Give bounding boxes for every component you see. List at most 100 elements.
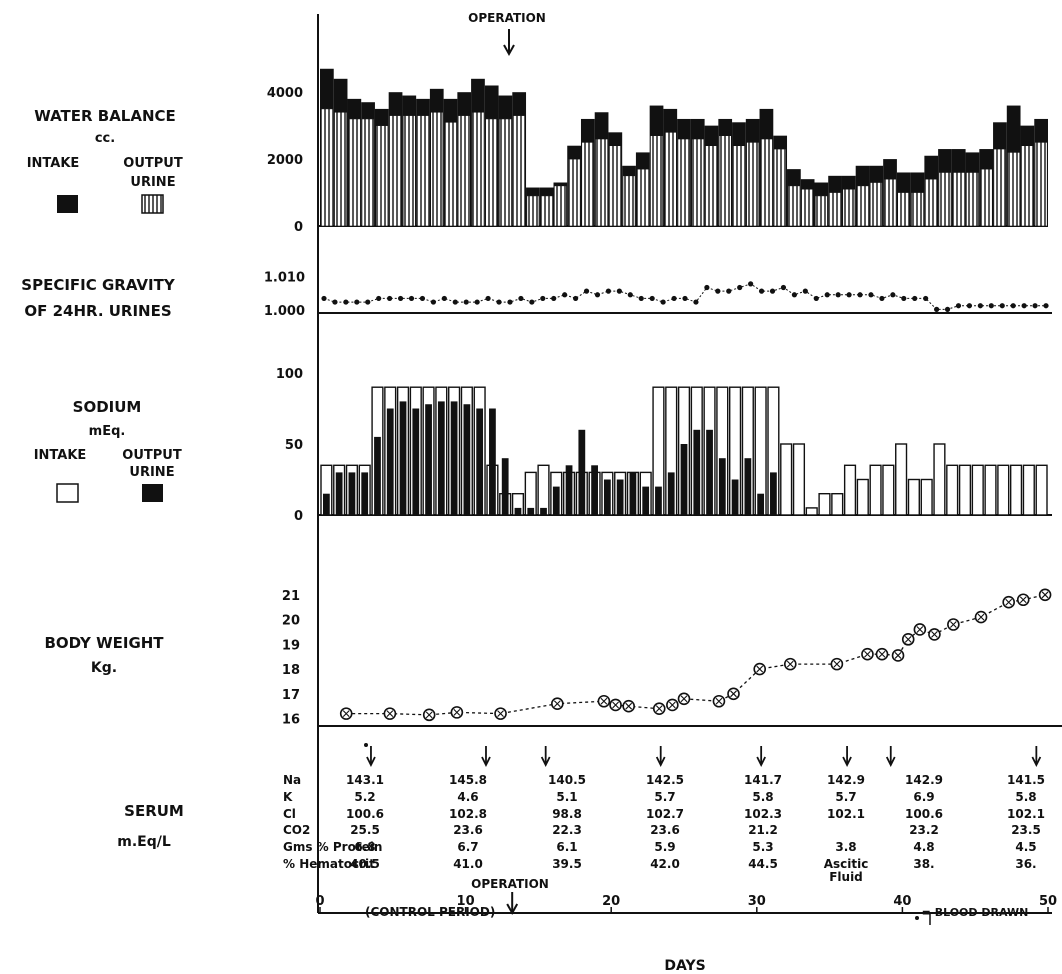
water-urine-bar [801,188,814,227]
sodium-urine-bar [374,436,381,515]
sg-point [616,288,622,294]
water-urine-bar [773,148,787,227]
sg-point [605,288,612,294]
weight-ytick-label: 19 [282,638,300,653]
weight-point-cross [342,710,350,718]
water-urine-bar [732,145,746,227]
sodium-intake-bar [818,493,831,516]
water-urine-bar [1034,142,1048,227]
water-urine-bar [911,192,924,227]
sodium-intake-swatch [56,483,79,503]
weight-point-cross [949,621,957,628]
water-urine-bar [402,115,416,227]
weight-point-cross [931,631,938,638]
blood-legend-dot [915,916,919,920]
sg-point [824,292,830,298]
water-urine-bar [485,118,499,227]
sg-title-1: SPECIFIC GRAVITY [21,276,176,294]
serum-cell: 102.1 [1007,807,1045,821]
sg-point [923,295,929,302]
water-urine-bar [444,121,457,227]
water-urine-bar [581,142,595,227]
serum-cell: 23.6 [650,823,680,837]
weight-point-cross [655,705,663,713]
water-urine-bar [924,178,938,227]
sodium-panel-labels: SODIUM mEq. INTAKE OUTPUT URINE [34,398,182,503]
sg-point [583,288,590,294]
sodium-intake-bar [792,443,806,516]
blood-drawn-dot [364,743,368,747]
serum-cell: 40.5 [350,857,380,871]
water-panel-labels: WATER BALANCE cc. INTAKE OUTPUT URINE [27,107,183,214]
sodium-urine-bar [540,507,547,515]
water-urine-bar [787,185,801,227]
sg-point [726,288,732,294]
sg-point [955,303,962,309]
sodium-urine-bar [437,401,445,515]
serum-row-label: Gms % Protein [283,840,382,854]
sodium-urine-bar [361,472,369,515]
sg-point [343,299,349,305]
water-urine-bar [1007,152,1021,227]
sg-point [638,295,644,302]
weight-point-cross [680,695,688,703]
weight-ytick-label: 18 [282,663,300,678]
water-urine-bar [499,118,512,227]
serum-title: SERUM [124,802,184,820]
sodium-urine-bar [667,472,675,515]
sg-point [737,284,743,291]
serum-cell: 100.6 [346,807,384,821]
sg-point [682,295,688,302]
operation-label-bottom: OPERATION [471,877,549,891]
sg-point [1043,303,1049,309]
weight-point-cross [600,697,608,705]
water-urine-bar [814,195,828,227]
sodium-urine-bar [348,472,356,515]
water-urine-bar [897,192,911,227]
serum-cell: 102.7 [646,807,684,821]
sodium-urine-bar [476,408,484,515]
water-urine-bar [650,135,663,227]
weight-ytick-label: 17 [282,688,300,703]
serum-cell: 25.5 [350,823,380,837]
serum-cell: 5.8 [752,790,773,804]
x-axis-label: DAYS [664,958,705,974]
water-urine-bar [691,138,705,227]
serum-cell: 98.8 [552,807,582,821]
water-urine-bar [416,115,430,227]
water-urine-bar [540,195,554,227]
sg-point [802,288,808,294]
water-urine-bar [856,185,869,227]
sg-point [758,288,765,294]
sodium-urine-bar [591,465,598,515]
weight-point-cross [864,650,871,658]
weight-point-cross [730,690,737,698]
sg-point [1021,303,1027,309]
sodium-intake-bar [1009,464,1023,516]
sg-point [835,292,841,298]
sg-point [912,295,918,302]
water-legend-intake: INTAKE [27,156,80,171]
water-urine-bar [471,111,485,227]
weight-series-line [346,594,1046,716]
water-urine-bar [663,132,677,227]
weight-point-cross [977,613,985,621]
weight-point-cross [386,710,394,718]
water-ytick-label: 2000 [267,153,303,168]
sg-point [1032,303,1038,309]
sg-point [1010,303,1016,309]
serum-cell: Ascitic [824,857,869,871]
water-ytick-label: 0 [294,220,303,235]
water-urine-bar [347,118,361,227]
water-urine-bar [636,168,650,227]
weight-point-cross [904,635,912,643]
sodium-urine-swatch [142,484,163,502]
sodium-title: SODIUM [73,398,142,416]
sodium-urine-bar [770,472,777,515]
water-urine-bar [993,148,1007,227]
sodium-urine-bar [399,401,407,515]
water-urine-bar [952,172,966,227]
sodium-intake-bar [831,493,844,516]
serum-cell: 140.5 [548,773,586,787]
weight-point-cross [1005,598,1013,606]
